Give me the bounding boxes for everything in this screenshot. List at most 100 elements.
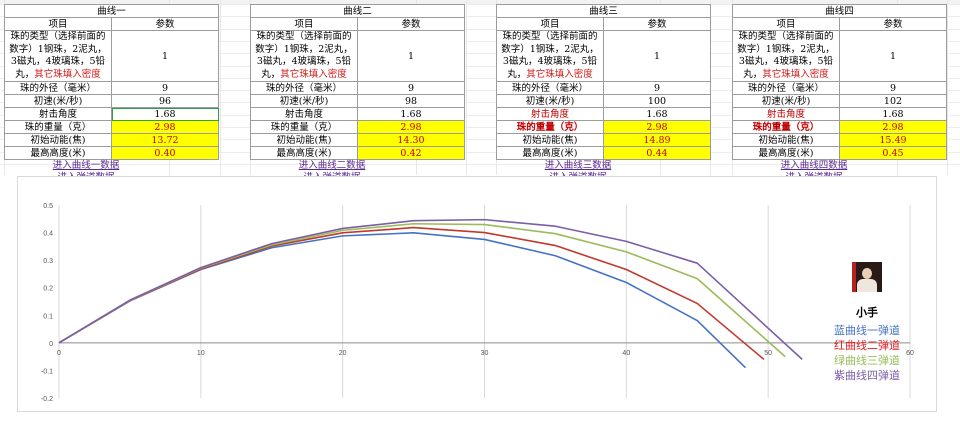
row-value[interactable]: 9 <box>839 81 947 95</box>
series-line-4 <box>58 218 803 360</box>
row-value[interactable]: 15.49 <box>839 133 947 147</box>
parameter-table: 曲线二 项目 参数 珠的类型（选择前面的数字）1钢珠，2泥丸，3磁丸，4玻璃珠，5铅丸… <box>250 4 465 160</box>
row-label[interactable]: 初始动能(焦) <box>4 133 112 147</box>
row-label[interactable]: 射击角度 <box>4 107 112 121</box>
header-item[interactable]: 项目 <box>496 17 604 31</box>
table-row: 射击角度 1.68 <box>496 107 711 121</box>
curve-data-link[interactable]: 进入曲线一数据 <box>52 160 120 171</box>
table-row: 射击角度 1.68 <box>732 107 947 121</box>
row-label[interactable]: 珠的外径（毫米） <box>496 81 604 95</box>
parameter-table: 曲线一 项目 参数 珠的类型（选择前面的数字）1钢珠，2泥丸，3磁丸，4玻璃珠，5铅丸… <box>4 4 219 160</box>
header-item[interactable]: 项目 <box>4 17 112 31</box>
type-cell[interactable]: 珠的类型（选择前面的数字）1钢珠，2泥丸，3磁丸，4玻璃珠，5铅丸，其它珠填入密… <box>732 30 840 82</box>
row-value[interactable]: 14.30 <box>357 133 465 147</box>
row-value[interactable]: 98 <box>357 94 465 108</box>
legend-item-4: 紫曲线四弹道 <box>834 369 900 382</box>
header-param[interactable]: 参数 <box>357 17 465 31</box>
table-row: 最高高度(米) 0.42 <box>250 146 465 160</box>
row-value[interactable]: 0.45 <box>839 146 947 160</box>
block-title[interactable]: 曲线二 <box>250 4 465 18</box>
row-label[interactable]: 初速(米/秒) <box>496 94 604 108</box>
row-label[interactable]: 珠的重量（克） <box>732 120 840 134</box>
row-label[interactable]: 珠的重量（克） <box>496 120 604 134</box>
curve-data-link[interactable]: 进入曲线二数据 <box>298 160 366 171</box>
row-label[interactable]: 初速(米/秒) <box>732 94 840 108</box>
row-label[interactable]: 射击角度 <box>250 107 358 121</box>
chart-plot-area: 0 10 20 30 40 50 60 -0.2 -0.1 0 0.1 0.2 0.3 0.4 0.5 <box>41 203 914 403</box>
row-label[interactable]: 最高高度(米) <box>250 146 358 160</box>
block-title[interactable]: 曲线四 <box>732 4 947 18</box>
type-cell[interactable]: 珠的类型（选择前面的数字）1钢珠，2泥丸，3磁丸，4玻璃珠，5铅丸，其它珠填入密… <box>496 30 604 82</box>
header-param[interactable]: 参数 <box>839 17 947 31</box>
table-row: 珠的外径（毫米） 9 <box>250 81 465 95</box>
curve-data-link[interactable]: 进入曲线三数据 <box>544 160 612 171</box>
table-row: 初始动能(焦) 14.30 <box>250 133 465 147</box>
row-value[interactable]: 96 <box>111 94 219 108</box>
header-param[interactable]: 参数 <box>603 17 711 31</box>
row-value[interactable]: 1.68 <box>839 107 947 121</box>
row-label[interactable]: 珠的外径（毫米） <box>250 81 358 95</box>
row-value[interactable]: 1 <box>603 30 711 82</box>
row-value[interactable]: 0.42 <box>357 146 465 160</box>
row-label[interactable]: 初始动能(焦) <box>496 133 604 147</box>
row-value[interactable]: 2.98 <box>357 120 465 134</box>
row-label[interactable]: 最高高度(米) <box>4 146 112 160</box>
row-value[interactable]: 9 <box>357 81 465 95</box>
row-value[interactable]: 13.72 <box>111 133 219 147</box>
row-value[interactable]: 1 <box>357 30 465 82</box>
table-row: 初速(米/秒) 102 <box>732 94 947 108</box>
type-cell[interactable]: 珠的类型（选择前面的数字）1钢珠，2泥丸，3磁丸，4玻璃珠，5铅丸，其它珠填入密… <box>250 30 358 82</box>
row-label[interactable]: 珠的外径（毫米） <box>4 81 112 95</box>
series-line-3 <box>58 222 786 358</box>
row-value[interactable]: 1 <box>111 30 219 82</box>
header-item[interactable]: 项目 <box>732 17 840 31</box>
row-label[interactable]: 最高高度(米) <box>732 146 840 160</box>
type-cell[interactable]: 珠的类型（选择前面的数字）1钢珠，2泥丸，3磁丸，4玻璃珠，5铅丸，其它珠填入密… <box>4 30 112 82</box>
row-label[interactable]: 珠的重量（克） <box>4 120 112 134</box>
row-label[interactable]: 初速(米/秒) <box>250 94 358 108</box>
curve-block-4: 曲线四 项目 参数 珠的类型（选择前面的数字）1钢珠，2泥丸，3磁丸，4玻璃珠，5铅丸… <box>732 4 947 184</box>
row-value[interactable]: 14.89 <box>603 133 711 147</box>
y-tick-label: 0 <box>49 341 53 348</box>
series-line-1 <box>58 232 747 369</box>
table-row: 射击角度 1.68 <box>4 107 219 121</box>
row-value[interactable]: 102 <box>839 94 947 108</box>
table-row: 初速(米/秒) 96 <box>4 94 219 108</box>
row-label[interactable]: 珠的重量（克） <box>250 120 358 134</box>
legend-title: 小手 <box>856 306 878 319</box>
row-label[interactable]: 射击角度 <box>732 107 840 121</box>
row-label[interactable]: 初速(米/秒) <box>4 94 112 108</box>
row-label[interactable]: 初始动能(焦) <box>732 133 840 147</box>
table-row: 珠的外径（毫米） 9 <box>4 81 219 95</box>
header-param[interactable]: 参数 <box>111 17 219 31</box>
x-tick-label: 40 <box>622 350 630 357</box>
row-value[interactable]: 1.68 <box>111 107 219 121</box>
y-tick-label: 0.4 <box>43 231 53 238</box>
table-row: 珠的类型（选择前面的数字）1钢珠，2泥丸，3磁丸，4玻璃珠，5铅丸，其它珠填入密… <box>496 30 711 82</box>
row-label[interactable]: 最高高度(米) <box>496 146 604 160</box>
row-value[interactable]: 2.98 <box>839 120 947 134</box>
row-label[interactable]: 射击角度 <box>496 107 604 121</box>
row-value[interactable]: 9 <box>111 81 219 95</box>
row-value[interactable]: 2.98 <box>111 120 219 134</box>
y-tick-label: 0.5 <box>43 203 53 210</box>
table-row: 珠的类型（选择前面的数字）1钢珠，2泥丸，3磁丸，4玻璃珠，5铅丸，其它珠填入密… <box>250 30 465 82</box>
row-value[interactable]: 9 <box>603 81 711 95</box>
curve-block-1: 曲线一 项目 参数 珠的类型（选择前面的数字）1钢珠，2泥丸，3磁丸，4玻璃珠，5铅丸… <box>4 4 219 184</box>
trajectory-chart[interactable]: 0 10 20 30 40 50 60 -0.2 -0.1 0 0.1 0.2 0.3 0.4 0.5 小手… <box>17 176 937 412</box>
row-value[interactable]: 1.68 <box>357 107 465 121</box>
row-value[interactable]: 0.40 <box>111 146 219 160</box>
curve-data-link[interactable]: 进入曲线四数据 <box>780 160 848 171</box>
parameter-table: 曲线三 项目 参数 珠的类型（选择前面的数字）1钢珠，2泥丸，3磁丸，4玻璃珠，5铅丸… <box>496 4 711 160</box>
block-title[interactable]: 曲线三 <box>496 4 711 18</box>
row-label[interactable]: 珠的外径（毫米） <box>732 81 840 95</box>
block-title[interactable]: 曲线一 <box>4 4 219 18</box>
row-value[interactable]: 0.44 <box>603 146 711 160</box>
header-item[interactable]: 项目 <box>250 17 358 31</box>
row-value[interactable]: 1 <box>839 30 947 82</box>
row-value[interactable]: 100 <box>603 94 711 108</box>
row-value[interactable]: 1.68 <box>603 107 711 121</box>
row-value[interactable]: 2.98 <box>603 120 711 134</box>
row-label[interactable]: 初始动能(焦) <box>250 133 358 147</box>
table-row: 珠的类型（选择前面的数字）1钢珠，2泥丸，3磁丸，4玻璃珠，5铅丸，其它珠填入密… <box>732 30 947 82</box>
